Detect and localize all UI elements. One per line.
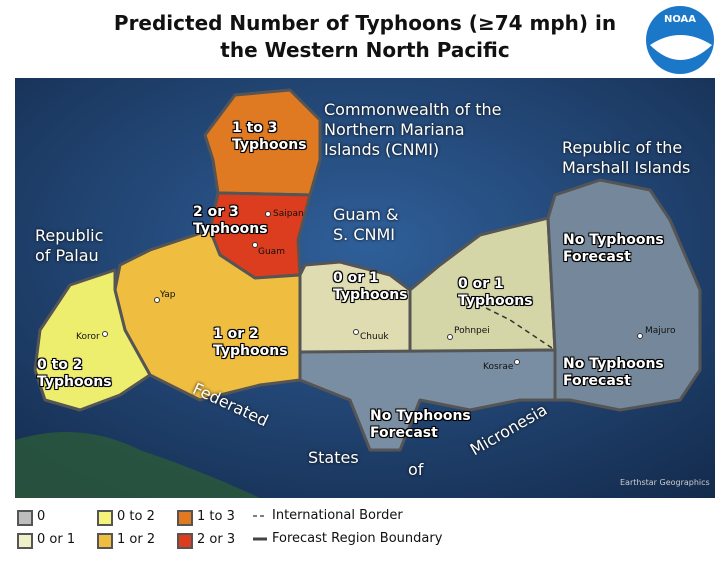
land (15, 432, 260, 498)
legend-label: 1 to 3 (197, 509, 235, 524)
region-fsm-south (298, 348, 557, 452)
legend-label: 0 (37, 509, 46, 524)
place-dot (637, 333, 643, 339)
place-dot (353, 329, 359, 335)
legend-label: International Border (272, 508, 403, 523)
logo-gull (650, 35, 712, 60)
forecast-label: 1 or 2 Typhoons (213, 326, 288, 359)
forecast-label: 0 or 1 Typhoons (458, 276, 533, 309)
place-label: Koror (76, 332, 100, 342)
place-label: Yap (160, 290, 176, 300)
title: Predicted Number of Typhoons (≥74 mph) i… (113, 11, 617, 62)
place-dot (102, 331, 108, 337)
forecast-label: 0 or 1 Typhoons (333, 270, 408, 303)
legend-swatch (97, 510, 113, 526)
international-border (469, 299, 556, 351)
area-label: Guam & S. CNMI (333, 205, 399, 244)
forecast-label: No Typhoons Forecast (563, 356, 664, 389)
place-label: Saipan (273, 209, 304, 219)
place-dot (447, 334, 453, 340)
legend-label: 0 or 1 (37, 532, 76, 547)
region-palau (33, 268, 152, 412)
region-cnmi-north (203, 88, 322, 197)
legend-swatch (177, 533, 193, 549)
place-label: Pohnpei (454, 326, 490, 336)
legend-label: 1 or 2 (117, 532, 156, 547)
forecast-label: 2 or 3 Typhoons (193, 204, 268, 237)
legend-swatch (177, 510, 193, 526)
credit: Earthstar Geographics (620, 478, 710, 487)
legend-label: Forecast Region Boundary (272, 531, 443, 546)
area-label: Republic of Palau (35, 226, 104, 265)
forecast-label: No Typhoons Forecast (563, 232, 664, 265)
forecast-label: No Typhoons Forecast (370, 408, 471, 441)
place-dot (265, 211, 271, 217)
forecast-label: 1 to 3 Typhoons (232, 120, 307, 153)
legend-swatch (97, 533, 113, 549)
legend-swatch (17, 533, 33, 549)
logo-text: NOAA (664, 14, 696, 25)
place-label: Majuro (645, 326, 676, 336)
forecast-label: 0 to 2 Typhoons (37, 357, 112, 390)
place-label: Chuuk (360, 332, 389, 342)
area-label: of (408, 460, 424, 479)
legend-swatch (17, 510, 33, 526)
legend-label: 0 to 2 (117, 509, 155, 524)
place-label: Kosrae (483, 362, 514, 372)
place-dot (154, 297, 160, 303)
area-label: Republic of the Marshall Islands (562, 138, 691, 177)
legend-label: 2 or 3 (197, 532, 236, 547)
place-dot (514, 359, 520, 365)
place-dot (252, 242, 258, 248)
place-label: Guam (258, 247, 285, 257)
area-label: States (308, 448, 359, 467)
area-label: Commonwealth of the Northern Mariana Isl… (324, 100, 502, 159)
